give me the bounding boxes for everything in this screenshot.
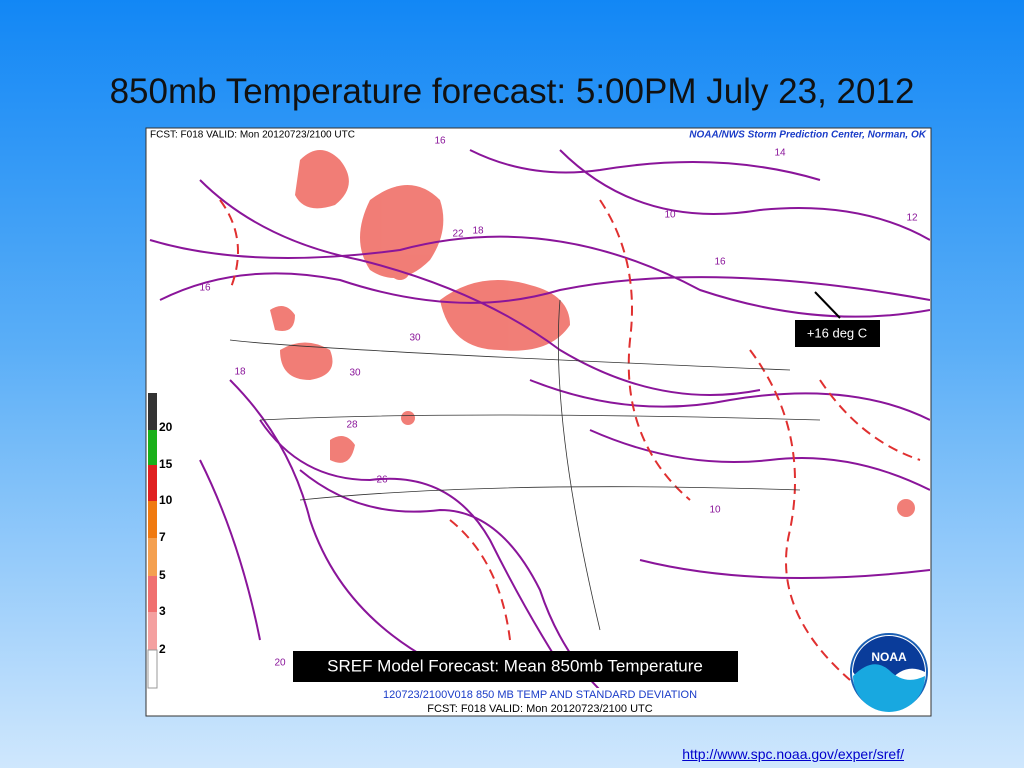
legend-label: 5 — [159, 568, 166, 582]
annotation-arrow — [814, 291, 841, 319]
contour-label: 16 — [199, 283, 211, 294]
legend-label: 7 — [159, 530, 166, 544]
noaa-logo: NOAA — [850, 633, 928, 712]
contour-label: 18 — [234, 367, 246, 378]
map-contours — [149, 149, 930, 688]
legend-label: 15 — [159, 457, 173, 471]
contour-label: 26 — [376, 475, 388, 486]
contour-label: 20 — [274, 658, 286, 669]
contour-label: 16 — [434, 136, 446, 147]
contour-label: 30 — [349, 368, 361, 379]
legend-label: 20 — [159, 420, 173, 434]
contour-label: 12 — [906, 213, 918, 224]
contour-label: 16 — [714, 257, 726, 268]
contour-label: 30 — [409, 333, 421, 344]
contour-label: 10 — [664, 210, 676, 221]
legend-bar — [147, 393, 158, 689]
legend-label: 10 — [159, 493, 173, 507]
contour-label: 14 — [774, 148, 786, 159]
map-footer: 120723/2100V018 850 MB TEMP AND STANDARD… — [383, 689, 697, 701]
contour-label: 28 — [346, 420, 358, 431]
map-credit: NOAA/NWS Storm Prediction Center, Norman… — [689, 130, 926, 141]
contour-label: 10 — [709, 505, 721, 516]
legend-label: 2 — [159, 642, 166, 656]
map-header: FCST: F018 VALID: Mon 20120723/2100 UTC — [150, 130, 355, 141]
annotation: +16 deg C — [807, 325, 867, 340]
caption: SREF Model Forecast: Mean 850mb Temperat… — [327, 656, 703, 675]
annotation-box — [795, 320, 880, 347]
logo-text: NOAA — [871, 650, 907, 664]
contour-label: 18 — [472, 226, 484, 237]
contour-label: 22 — [452, 229, 464, 240]
slide-title: 850mb Temperature forecast: 5:00PM July … — [109, 72, 915, 111]
source-link[interactable]: http://www.spc.noaa.gov/exper/sref/ — [682, 746, 904, 762]
map-footer: FCST: F018 VALID: Mon 20120723/2100 UTC — [427, 703, 652, 715]
legend-label: 3 — [159, 604, 166, 618]
caption-box — [293, 651, 738, 682]
